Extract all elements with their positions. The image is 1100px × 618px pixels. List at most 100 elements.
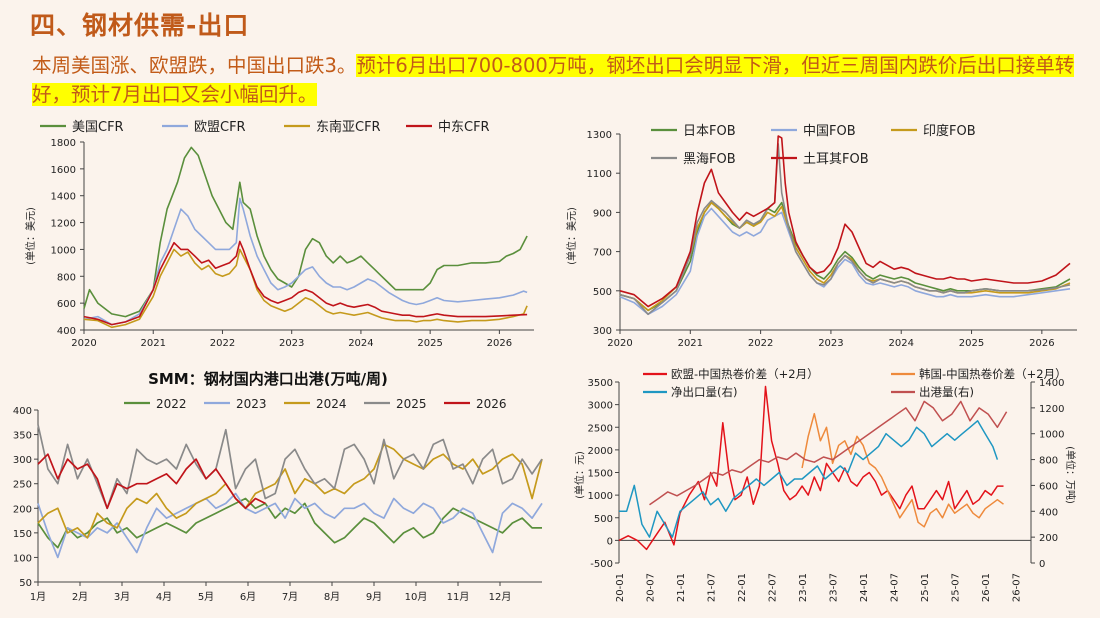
x-tick-label: 24-07 — [890, 573, 901, 602]
legend-label: 黑海FOB — [683, 152, 736, 167]
x-tick-label: 21-01 — [676, 573, 687, 602]
y-tick-label: 300 — [13, 455, 32, 466]
x-tick-label: 11月 — [447, 591, 470, 603]
x-tick-label: 7月 — [282, 591, 298, 603]
chart-fob: 300 500 700 900 1100 1300 2020 2021 2022 2023 2024… — [565, 123, 1077, 349]
series-line — [83, 197, 528, 326]
y-tick-label-left: -500 — [590, 559, 613, 570]
y-tick-label: 500 — [593, 287, 612, 298]
y-tick-label-right: 1000 — [1039, 430, 1064, 441]
x-tick-label: 26-01 — [981, 573, 992, 602]
series-line — [37, 453, 266, 510]
x-tick-label: 2025 — [959, 338, 984, 349]
y-tick-label-left: 1000 — [588, 491, 613, 502]
x-tick-label: 4月 — [156, 591, 172, 603]
y-tick-label-right: 1200 — [1039, 404, 1064, 415]
legend-label: 印度FOB — [923, 123, 976, 139]
y-tick-label-left: 1500 — [588, 469, 613, 480]
series-line — [619, 135, 1071, 308]
chart-spread: -500 0 500 1000 1500 2000 2500 3000 3500 0 200 400 6… — [573, 367, 1077, 602]
legend-label: 净出口量(右) — [671, 385, 737, 399]
y-tick-label: 600 — [57, 299, 76, 310]
y-tick-label: 400 — [57, 326, 76, 337]
series-line — [801, 412, 1004, 528]
y-tick-label-right: 1400 — [1039, 378, 1064, 389]
x-tick-label: 22-01 — [737, 573, 748, 602]
x-tick-label: 21-07 — [707, 573, 718, 602]
y-tick-label-right: 400 — [1039, 507, 1058, 518]
series-line — [37, 497, 542, 549]
y-tick-label: 1200 — [51, 219, 76, 230]
y-tick-label-right: 800 — [1039, 456, 1058, 467]
page-title: 四、钢材供需-出口 — [30, 11, 250, 40]
y-tick-label: 100 — [13, 553, 32, 564]
x-tick-label: 23-07 — [829, 573, 840, 602]
legend-label: 中国FOB — [803, 124, 856, 139]
y-tick-label: 800 — [57, 272, 76, 283]
x-tick-label: 2022 — [210, 338, 235, 349]
y-axis-label: (单位：美元) — [565, 207, 578, 265]
legend-label: 欧盟-中国热卷价差（+2月） — [671, 367, 819, 381]
x-tick-label: 12月 — [489, 591, 512, 603]
chart-cfr: 美国CFR 欧盟CFR 东南亚CFR 中东CFR 400 600 800 1000 1200 14… — [24, 119, 534, 349]
y-axis-label: (单位：美元) — [24, 207, 37, 265]
y-tick-label: 1600 — [51, 165, 76, 176]
series-line — [619, 142, 1071, 316]
y-tick-label-right: 200 — [1039, 533, 1058, 544]
y-tick-label: 150 — [13, 529, 32, 540]
x-tick-label: 5月 — [198, 591, 214, 603]
x-tick-label: 24-01 — [859, 573, 870, 602]
y-tick-label-left: 500 — [594, 514, 613, 525]
y-tick-label: 250 — [13, 480, 32, 491]
chart-title: SMM：钢材国内港口出港(万吨/周) — [148, 370, 388, 388]
y-tick-label: 1300 — [587, 130, 612, 141]
legend-label: 2022 — [156, 397, 187, 411]
x-tick-label: 2023 — [279, 338, 304, 349]
y-tick-label: 1800 — [51, 138, 76, 149]
x-tick-label: 20-07 — [646, 573, 657, 602]
y-tick-label: 1100 — [587, 169, 612, 180]
x-tick-label: 26-07 — [1012, 573, 1023, 602]
y-tick-label-left: 2500 — [588, 423, 613, 434]
y-axis-label-right: (单位：万吨) — [1064, 446, 1077, 504]
x-tick-label: 2025 — [417, 338, 442, 349]
x-tick-label: 2026 — [1029, 338, 1054, 349]
y-tick-label-right: 0 — [1039, 559, 1045, 570]
legend-label: 2024 — [316, 397, 347, 411]
y-tick-label: 300 — [593, 326, 612, 337]
summary-plain: 本周美国涨、欧盟跌，中国出口跌3。 — [32, 54, 357, 77]
legend-label: 美国CFR — [72, 120, 124, 135]
legend-label: 出港量(右) — [919, 385, 974, 399]
y-tick-label: 900 — [593, 208, 612, 219]
y-tick-label: 1000 — [51, 245, 76, 256]
legend-label: 2023 — [236, 397, 267, 411]
y-tick-label-right: 600 — [1039, 481, 1058, 492]
y-tick-label: 1400 — [51, 192, 76, 203]
x-tick-label: 2020 — [607, 338, 632, 349]
legend-label: 东南亚CFR — [316, 119, 381, 135]
legend-label: 中东CFR — [438, 120, 490, 135]
series-line — [83, 146, 528, 318]
y-tick-label-left: 0 — [607, 536, 613, 547]
x-tick-label: 8月 — [324, 591, 340, 603]
series-line — [619, 420, 999, 538]
x-tick-label: 2022 — [748, 338, 773, 349]
x-tick-label: 22-07 — [768, 573, 779, 602]
y-axis-label-left: (单位：元) — [573, 451, 586, 499]
x-tick-label: 2023 — [818, 338, 843, 349]
x-tick-label: 1月 — [30, 591, 46, 603]
x-tick-label: 2020 — [71, 338, 96, 349]
y-tick-label: 50 — [19, 578, 32, 589]
y-tick-label: 700 — [593, 248, 612, 259]
x-tick-label: 2026 — [487, 338, 512, 349]
x-tick-label: 23-01 — [798, 573, 809, 602]
legend-label: 日本FOB — [683, 124, 736, 139]
legend-label: 2026 — [476, 397, 507, 411]
y-tick-label-left: 2000 — [588, 446, 613, 457]
summary-text: 本周美国涨、欧盟跌，中国出口跌3。预计6月出口700-800万吨，钢坯出口会明显… — [32, 51, 1082, 109]
x-tick-label: 10月 — [405, 591, 428, 603]
x-tick-label: 3月 — [114, 591, 130, 603]
series-line — [83, 240, 528, 326]
series-line — [83, 248, 528, 329]
x-tick-label: 9月 — [366, 591, 382, 603]
